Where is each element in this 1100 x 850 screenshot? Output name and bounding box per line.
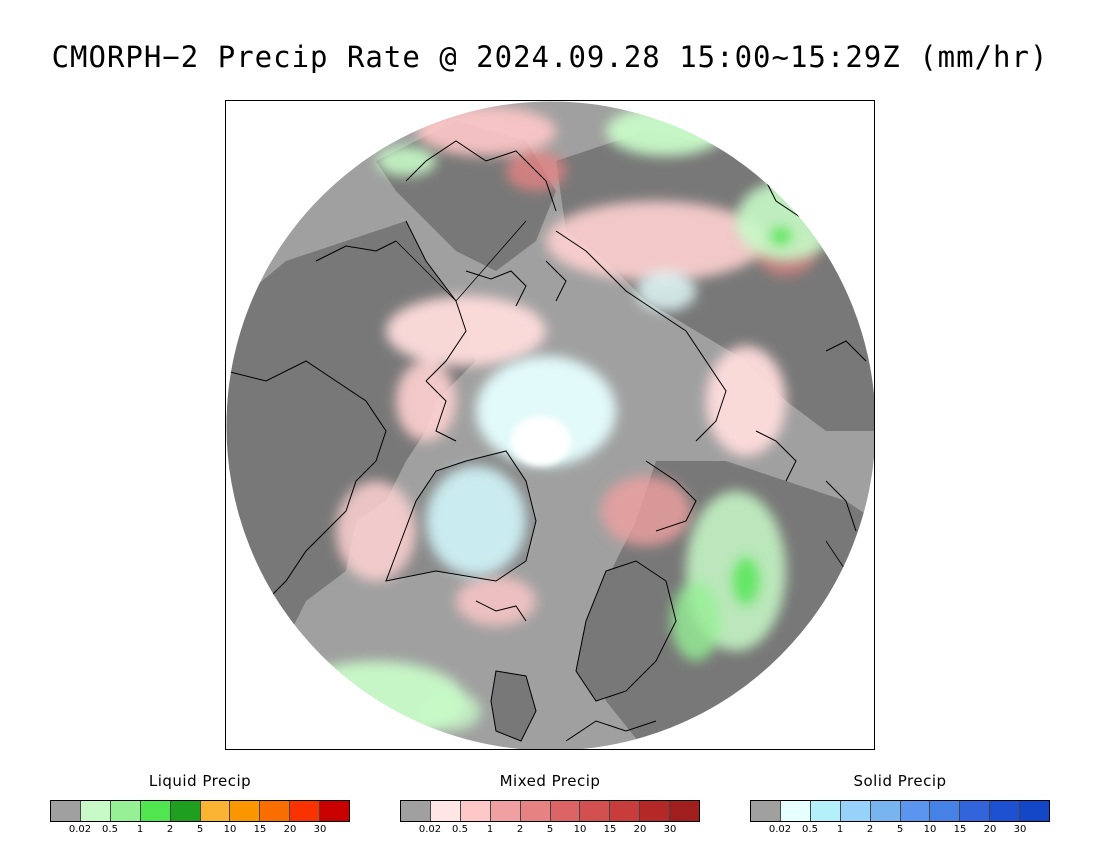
legend-tick-label: 1 bbox=[836, 824, 844, 835]
legend-tick-label: 15 bbox=[953, 824, 967, 835]
legend-swatch bbox=[230, 801, 261, 821]
page-title: CMORPH−2 Precip Rate @ 2024.09.28 15:00~… bbox=[51, 40, 1049, 74]
legend-tick-label: 0.02 bbox=[768, 824, 792, 835]
legend-tick-label: 20 bbox=[983, 824, 997, 835]
legend-swatch bbox=[580, 801, 611, 821]
legend-swatch bbox=[430, 801, 461, 821]
legend-swatch bbox=[640, 801, 671, 821]
legend-swatch bbox=[990, 801, 1021, 821]
legend-tick-label: 0.02 bbox=[418, 824, 442, 835]
legend-solid-title: Solid Precip bbox=[853, 772, 947, 790]
legend-swatch bbox=[320, 801, 350, 821]
legend-tick-label: 1 bbox=[486, 824, 494, 835]
legend-swatch bbox=[140, 801, 171, 821]
legend-mixed-ticks: 0.02 0.5 1 2 5 10 15 20 30 bbox=[400, 822, 700, 836]
polar-precip-map bbox=[226, 101, 874, 749]
legend-swatch bbox=[610, 801, 641, 821]
legend-swatch bbox=[780, 801, 811, 821]
legend-tick-label: 5 bbox=[546, 824, 554, 835]
legend-tick-label: 10 bbox=[223, 824, 237, 835]
legend-tick-label: 30 bbox=[663, 824, 677, 835]
legend-mixed-colorbar bbox=[400, 800, 700, 822]
legend-tick-label: 10 bbox=[573, 824, 587, 835]
legend-swatch bbox=[460, 801, 491, 821]
map-frame bbox=[225, 100, 875, 750]
legend-swatch bbox=[930, 801, 961, 821]
legend-swatch bbox=[960, 801, 991, 821]
legend-tick-label: 5 bbox=[896, 824, 904, 835]
no-data-pole bbox=[511, 416, 571, 466]
legend-tick-label: 1 bbox=[136, 824, 144, 835]
legend-swatch bbox=[170, 801, 201, 821]
legend-swatch bbox=[260, 801, 291, 821]
legend-swatch bbox=[80, 801, 111, 821]
legend-swatch bbox=[520, 801, 551, 821]
legend-tick-label: 2 bbox=[866, 824, 874, 835]
legend-solid: Solid Precip 0.02 0.5 1 2 5 10 15 20 30 bbox=[750, 772, 1050, 836]
legend-swatch bbox=[401, 801, 431, 821]
legend-liquid-ticks: 0.02 0.5 1 2 5 10 15 20 30 bbox=[50, 822, 350, 836]
legend-solid-colorbar bbox=[750, 800, 1050, 822]
legend-swatch bbox=[810, 801, 841, 821]
solid-precip-areas bbox=[426, 271, 696, 576]
legend-swatch bbox=[110, 801, 141, 821]
legend-mixed: Mixed Precip 0.02 0.5 1 2 5 10 15 20 30 bbox=[400, 772, 700, 836]
legend-tick-label: 20 bbox=[283, 824, 297, 835]
legend-swatch bbox=[1020, 801, 1050, 821]
legend-swatch bbox=[670, 801, 700, 821]
legend-swatch bbox=[200, 801, 231, 821]
legend-liquid: Liquid Precip 0.02 0.5 1 2 5 10 15 20 30 bbox=[50, 772, 350, 836]
legend-liquid-colorbar bbox=[50, 800, 350, 822]
legend-tick-label: 15 bbox=[603, 824, 617, 835]
legend-tick-label: 20 bbox=[633, 824, 647, 835]
legend-tick-label: 2 bbox=[516, 824, 524, 835]
legend-swatch bbox=[840, 801, 871, 821]
legend-tick-label: 10 bbox=[923, 824, 937, 835]
legend-tick-label: 0.5 bbox=[802, 824, 818, 835]
legend-swatch bbox=[900, 801, 931, 821]
uk-land bbox=[491, 671, 536, 741]
legend-swatch bbox=[870, 801, 901, 821]
legend-swatch bbox=[290, 801, 321, 821]
legend-swatch bbox=[751, 801, 781, 821]
legend-tick-label: 30 bbox=[313, 824, 327, 835]
legend-mixed-title: Mixed Precip bbox=[499, 772, 601, 790]
legend-tick-label: 2 bbox=[166, 824, 174, 835]
legend-tick-label: 30 bbox=[1013, 824, 1027, 835]
legend-solid-ticks: 0.02 0.5 1 2 5 10 15 20 30 bbox=[750, 822, 1050, 836]
legend-swatch bbox=[550, 801, 581, 821]
legend-tick-label: 0.5 bbox=[452, 824, 468, 835]
legend-tick-label: 15 bbox=[253, 824, 267, 835]
legend-tick-label: 0.5 bbox=[102, 824, 118, 835]
legend-tick-label: 0.02 bbox=[68, 824, 92, 835]
legend-swatch bbox=[51, 801, 81, 821]
legend-tick-label: 5 bbox=[196, 824, 204, 835]
legend-liquid-title: Liquid Precip bbox=[148, 772, 252, 790]
legend-swatch bbox=[490, 801, 521, 821]
